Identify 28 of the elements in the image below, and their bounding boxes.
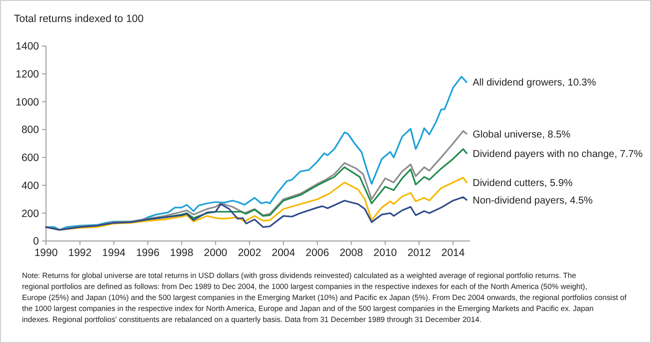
y-tick-label: 1200	[16, 68, 40, 81]
line-series	[45, 196, 468, 231]
series-label: Dividend cutters, 5.9%	[472, 178, 573, 189]
x-tick-label: 2004	[272, 247, 296, 259]
series-label: Global universe, 8.5%	[472, 129, 571, 140]
y-tick-label: 0	[33, 236, 40, 248]
y-tick-label: 400	[21, 180, 40, 192]
x-tick-label: 1990	[34, 247, 58, 259]
x-tick-label: 2012	[407, 247, 431, 259]
x-tick-label: 2000	[204, 247, 228, 259]
y-tick-label: 200	[21, 208, 40, 220]
x-tick-label: 1996	[136, 247, 160, 259]
x-tick-label: 2006	[306, 247, 330, 259]
series-label: All dividend growers, 10.3%	[472, 78, 596, 89]
series-label: Non-dividend payers, 4.5%	[472, 195, 593, 206]
x-tick-label: 2014	[441, 247, 465, 259]
y-tick-label: 1000	[16, 96, 40, 108]
y-axis-title: Total returns indexed to 100	[14, 13, 144, 25]
x-tick-label: 1994	[102, 247, 126, 259]
x-tick-label: 2010	[374, 247, 398, 259]
x-tick-label: 2002	[238, 247, 262, 259]
x-tick-label: 1992	[68, 247, 92, 259]
series-label: Dividend payers with no change, 7.7%	[472, 148, 643, 160]
x-tick-label: 1998	[170, 247, 194, 259]
x-tick-label: 2008	[340, 247, 364, 259]
y-tick-label: 800	[21, 124, 40, 136]
y-tick-label: 600	[21, 152, 40, 164]
y-tick-label: 1400	[16, 40, 40, 53]
